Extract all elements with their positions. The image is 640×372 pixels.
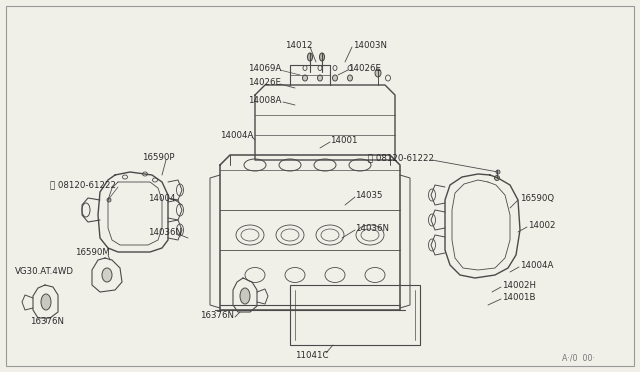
Ellipse shape xyxy=(279,159,301,171)
Ellipse shape xyxy=(285,267,305,282)
Text: 16590P: 16590P xyxy=(142,153,175,161)
Ellipse shape xyxy=(177,204,184,216)
Ellipse shape xyxy=(496,170,500,174)
Ellipse shape xyxy=(314,159,336,171)
Text: 14026E: 14026E xyxy=(248,77,281,87)
Text: 14004A: 14004A xyxy=(520,260,554,269)
Text: 14001: 14001 xyxy=(330,135,358,144)
Text: A·/0  00·: A·/0 00· xyxy=(562,353,595,362)
Ellipse shape xyxy=(236,225,264,245)
Ellipse shape xyxy=(41,294,51,310)
Ellipse shape xyxy=(317,75,323,81)
Text: 16376N: 16376N xyxy=(30,317,64,327)
Text: 14004A: 14004A xyxy=(220,131,253,140)
Ellipse shape xyxy=(303,75,307,81)
Text: VG30.AT.4WD: VG30.AT.4WD xyxy=(15,267,74,276)
Text: 16590Q: 16590Q xyxy=(520,193,554,202)
Ellipse shape xyxy=(107,198,111,202)
Ellipse shape xyxy=(276,225,304,245)
Ellipse shape xyxy=(316,225,344,245)
Text: Ⓑ 08120-61222: Ⓑ 08120-61222 xyxy=(368,154,434,163)
Text: 14003N: 14003N xyxy=(353,41,387,49)
Ellipse shape xyxy=(177,224,184,236)
Ellipse shape xyxy=(495,176,499,180)
Ellipse shape xyxy=(244,159,266,171)
Ellipse shape xyxy=(240,288,250,304)
Bar xyxy=(290,285,420,345)
Ellipse shape xyxy=(325,267,345,282)
Ellipse shape xyxy=(375,69,381,77)
Text: 14035: 14035 xyxy=(355,190,383,199)
Ellipse shape xyxy=(102,268,112,282)
Text: 14001B: 14001B xyxy=(502,292,536,301)
Ellipse shape xyxy=(319,53,324,61)
Ellipse shape xyxy=(348,75,353,81)
Text: 14026E: 14026E xyxy=(348,64,381,73)
Ellipse shape xyxy=(429,189,435,201)
Ellipse shape xyxy=(429,214,435,226)
Text: 14002: 14002 xyxy=(528,221,556,230)
Ellipse shape xyxy=(429,239,435,251)
Text: Ⓑ 08120-61222: Ⓑ 08120-61222 xyxy=(50,180,116,189)
Text: 14036N: 14036N xyxy=(148,228,182,237)
Ellipse shape xyxy=(333,75,337,81)
Ellipse shape xyxy=(82,203,90,217)
Text: 14012: 14012 xyxy=(285,41,312,49)
Text: 16590M: 16590M xyxy=(75,247,110,257)
Text: 14002H: 14002H xyxy=(502,280,536,289)
Text: 16376N: 16376N xyxy=(200,311,234,320)
Ellipse shape xyxy=(245,267,265,282)
Text: 14069A: 14069A xyxy=(248,64,281,73)
Text: 14008A: 14008A xyxy=(248,96,282,105)
Ellipse shape xyxy=(356,225,384,245)
Text: 11041C: 11041C xyxy=(295,350,328,359)
Ellipse shape xyxy=(365,267,385,282)
Text: 14036N: 14036N xyxy=(355,224,389,232)
Ellipse shape xyxy=(349,159,371,171)
Ellipse shape xyxy=(307,53,312,61)
Ellipse shape xyxy=(177,184,184,196)
Text: 14004: 14004 xyxy=(148,193,175,202)
